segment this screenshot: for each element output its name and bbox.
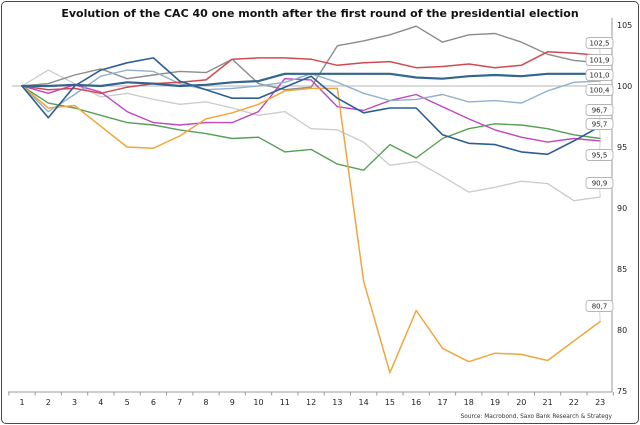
- series-line-gray-light: [21, 69, 601, 202]
- end-label-box-gray-dark: [585, 54, 614, 66]
- end-label-text-orange: 80,7: [592, 303, 608, 311]
- y-tick-label: 85: [617, 265, 627, 274]
- y-tick-label: 100: [617, 82, 632, 91]
- end-label-text-green: 95,7: [592, 121, 608, 129]
- x-tick-label: 5: [125, 398, 130, 407]
- end-label-text-blue-light: 100,4: [589, 87, 610, 95]
- x-tick-label: 21: [543, 398, 553, 407]
- end-label-box-blue-steel: [585, 69, 614, 81]
- x-tick-label: 18: [464, 398, 474, 407]
- end-label-text-gray-light: 90,9: [592, 180, 608, 188]
- end-label-text-magenta: 95,5: [592, 152, 608, 160]
- x-tick-label: 19: [490, 398, 500, 407]
- series-line-blue-navy: [21, 57, 602, 156]
- x-tick-label: 4: [98, 398, 103, 407]
- series-line-magenta: [21, 77, 601, 143]
- x-tick-label: 15: [385, 398, 395, 407]
- end-label-text-blue-navy: 96,7: [592, 107, 608, 115]
- x-tick-label: 20: [516, 398, 526, 407]
- y-tick-label: 90: [617, 204, 627, 213]
- series-line-gray-dark: [21, 25, 601, 91]
- x-tick-label: 22: [569, 398, 579, 407]
- x-tick-label: 16: [411, 398, 421, 407]
- x-tick-label: 1: [19, 398, 24, 407]
- end-label-box-blue-navy: [585, 104, 614, 116]
- source-note: Source: Macrobond, Saxo Bank Research & …: [460, 414, 612, 420]
- x-tick-label: 13: [332, 398, 342, 407]
- end-label-text-gray-dark: 101,9: [589, 57, 609, 65]
- x-tick-label: 10: [253, 398, 263, 407]
- x-tick-label: 8: [203, 398, 208, 407]
- end-label-box-blue-light: [585, 84, 614, 96]
- x-tick-label: 7: [177, 398, 182, 407]
- x-tick-label: 14: [359, 398, 369, 407]
- y-tick-label: 105: [617, 21, 632, 30]
- x-tick-label: 23: [595, 398, 605, 407]
- x-tick-label: 6: [151, 398, 156, 407]
- series-line-green: [21, 85, 601, 171]
- end-label-box-orange: [585, 300, 614, 312]
- series-line-orange: [21, 85, 601, 374]
- series-line-blue-steel: [20, 72, 602, 88]
- end-label-text-blue-steel: 101,0: [589, 72, 609, 80]
- end-label-box-magenta: [585, 149, 614, 161]
- x-tick-label: 9: [230, 398, 235, 407]
- x-tick-label: 3: [72, 398, 77, 407]
- y-tick-label: 80: [617, 326, 627, 335]
- x-tick-label: 12: [306, 398, 316, 407]
- y-tick-label: 75: [617, 387, 627, 396]
- series-line-red: [21, 51, 601, 95]
- end-label-box-red: [585, 37, 614, 49]
- y-tick-label: 95: [617, 143, 627, 152]
- x-tick-label: 2: [46, 398, 51, 407]
- x-tick-label: 17: [437, 398, 447, 407]
- end-label-text-red: 102,5: [589, 40, 609, 48]
- x-tick-label: 11: [280, 398, 290, 407]
- chart-title: Evolution of the CAC 40 one month after …: [61, 7, 579, 20]
- end-label-box-gray-light: [585, 177, 614, 189]
